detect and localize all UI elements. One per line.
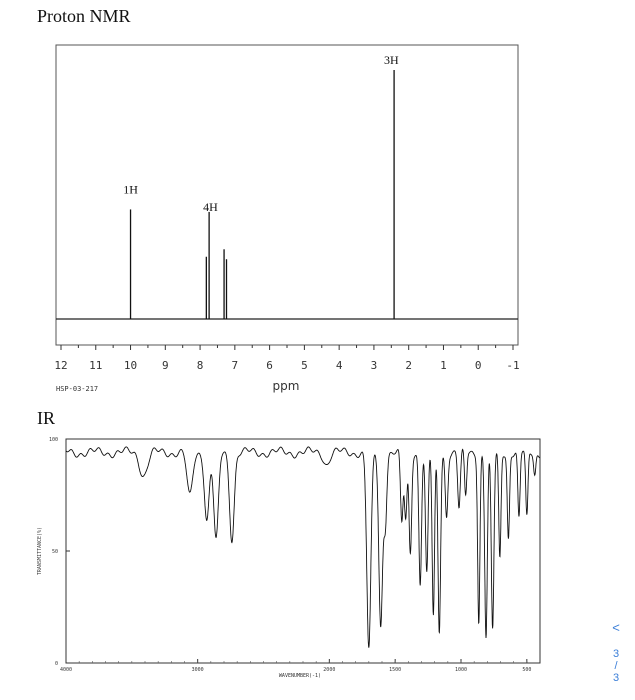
ir-spectrum-line — [65, 446, 541, 648]
ir-x-tick-label: 1000 — [455, 667, 467, 673]
ir-x-tick-label: 500 — [522, 667, 531, 673]
nmr-x-tick-label: 3 — [371, 359, 378, 372]
nmr-integration-label: 4H — [203, 200, 218, 214]
nmr-x-tick-label: 5 — [301, 359, 308, 372]
ir-y-tick-label: 50 — [52, 549, 58, 555]
pager-separator: / — [614, 660, 618, 672]
chevron-left-icon[interactable]: < — [612, 620, 620, 635]
nmr-section-heading: Proton NMR — [37, 6, 131, 26]
nmr-x-tick-label: 9 — [162, 359, 169, 372]
ir-plot-frame — [65, 438, 541, 664]
ir-x-axis-label: WAVENUMBER(-1) — [279, 673, 321, 679]
ir-y-axis-label: TRANSMITTANCE(%) — [37, 527, 43, 575]
nmr-x-tick-label: 1 — [440, 359, 447, 372]
ir-y-tick-label: 0 — [55, 661, 58, 667]
nmr-integration-label: 3H — [384, 53, 399, 67]
nmr-x-tick-label: 2 — [405, 359, 412, 372]
pager-total: 3 — [612, 672, 620, 684]
nmr-x-tick-label: 12 — [54, 359, 67, 372]
ir-x-tick-label: 4000 — [60, 667, 72, 673]
nmr-sample-code: HSP-03-217 — [56, 385, 98, 393]
nmr-x-axis-label: ppm — [273, 379, 300, 393]
ir-x-tick-label: 3000 — [192, 667, 204, 673]
nmr-x-tick-label: 10 — [124, 359, 137, 372]
nmr-plot-frame — [55, 44, 519, 346]
nmr-integration-label: 1H — [123, 183, 138, 197]
ir-x-tick-label: 1500 — [389, 667, 401, 673]
nmr-x-tick-label: 11 — [89, 359, 102, 372]
ir-section-heading: IR — [37, 408, 55, 428]
ir-y-tick-label: 100 — [49, 437, 58, 443]
nmr-x-tick-label: 6 — [266, 359, 273, 372]
nmr-x-tick-label: 8 — [197, 359, 204, 372]
nmr-x-tick-label: 7 — [232, 359, 239, 372]
nmr-x-tick-label: 0 — [475, 359, 482, 372]
pager-current: 3 — [612, 648, 620, 660]
ir-x-tick-label: 2000 — [323, 667, 335, 673]
page-indicator[interactable]: < 3 / 3 — [604, 620, 628, 684]
nmr-x-tick-label: -1 — [506, 359, 519, 372]
nmr-x-tick-label: 4 — [336, 359, 343, 372]
